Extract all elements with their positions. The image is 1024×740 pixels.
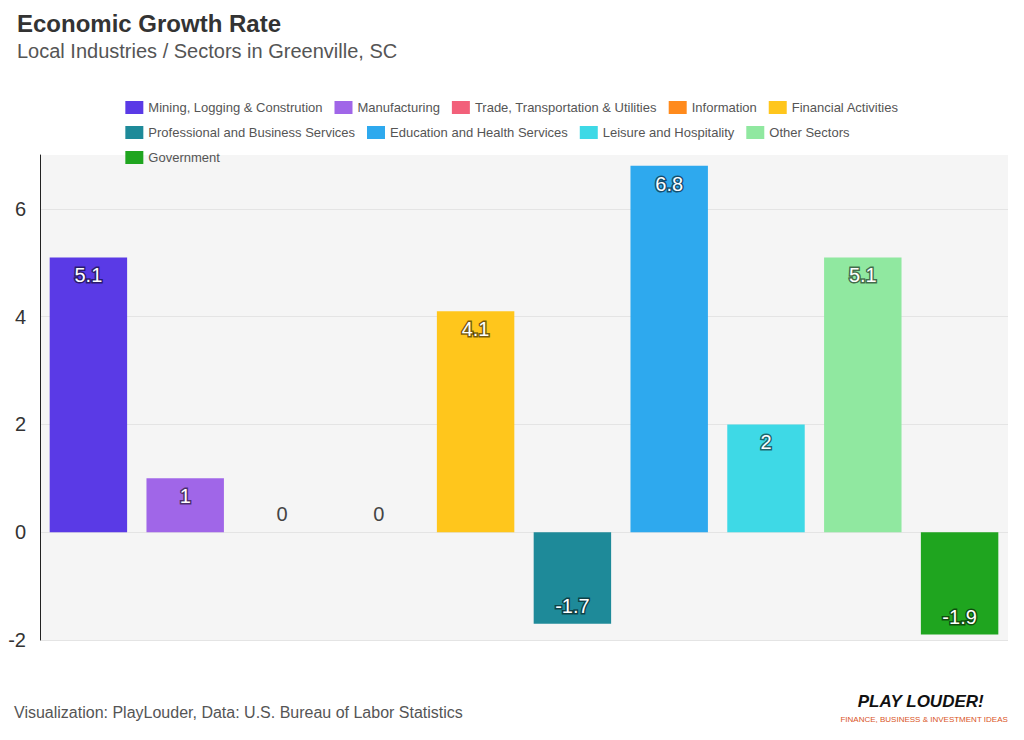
svg-text:0: 0 xyxy=(373,503,384,525)
svg-text:Professional and Business Serv: Professional and Business Services xyxy=(148,125,355,140)
svg-text:Local Industries / Sectors in: Local Industries / Sectors in Greenville… xyxy=(17,40,397,62)
svg-text:Manufacturing: Manufacturing xyxy=(357,100,439,115)
svg-text:Economic Growth Rate: Economic Growth Rate xyxy=(17,10,281,37)
svg-text:FINANCE, BUSINESS & INVESTMENT: FINANCE, BUSINESS & INVESTMENT IDEAS xyxy=(840,715,1007,724)
svg-text:6: 6 xyxy=(15,198,26,220)
svg-text:2: 2 xyxy=(15,413,26,435)
svg-text:Mining, Logging & Constrution: Mining, Logging & Constrution xyxy=(148,100,322,115)
svg-text:2: 2 xyxy=(760,431,771,453)
svg-text:PLAY LOUDER!: PLAY LOUDER! xyxy=(858,692,984,711)
svg-text:-1.7: -1.7 xyxy=(555,595,589,617)
svg-text:6.8: 6.8 xyxy=(655,173,683,195)
svg-text:4: 4 xyxy=(15,306,26,328)
svg-text:1: 1 xyxy=(180,485,191,507)
svg-text:Education and Health Services: Education and Health Services xyxy=(390,125,568,140)
svg-text:Visualization: PlayLouder, Dat: Visualization: PlayLouder, Data: U.S. Bu… xyxy=(14,704,463,721)
svg-text:0: 0 xyxy=(276,503,287,525)
svg-text:-1.9: -1.9 xyxy=(942,606,976,628)
svg-text:Financial Activities: Financial Activities xyxy=(792,100,899,115)
svg-text:Trade, Transportation & Utilit: Trade, Transportation & Utilities xyxy=(475,100,657,115)
svg-text:Other Sectors: Other Sectors xyxy=(769,125,850,140)
svg-text:-2: -2 xyxy=(8,629,26,651)
svg-text:0: 0 xyxy=(15,521,26,543)
svg-text:Government: Government xyxy=(148,150,220,165)
svg-text:5.1: 5.1 xyxy=(849,264,877,286)
svg-text:5.1: 5.1 xyxy=(74,264,102,286)
svg-text:4.1: 4.1 xyxy=(462,318,490,340)
svg-text:Leisure and Hospitality: Leisure and Hospitality xyxy=(603,125,735,140)
svg-text:Information: Information xyxy=(692,100,757,115)
